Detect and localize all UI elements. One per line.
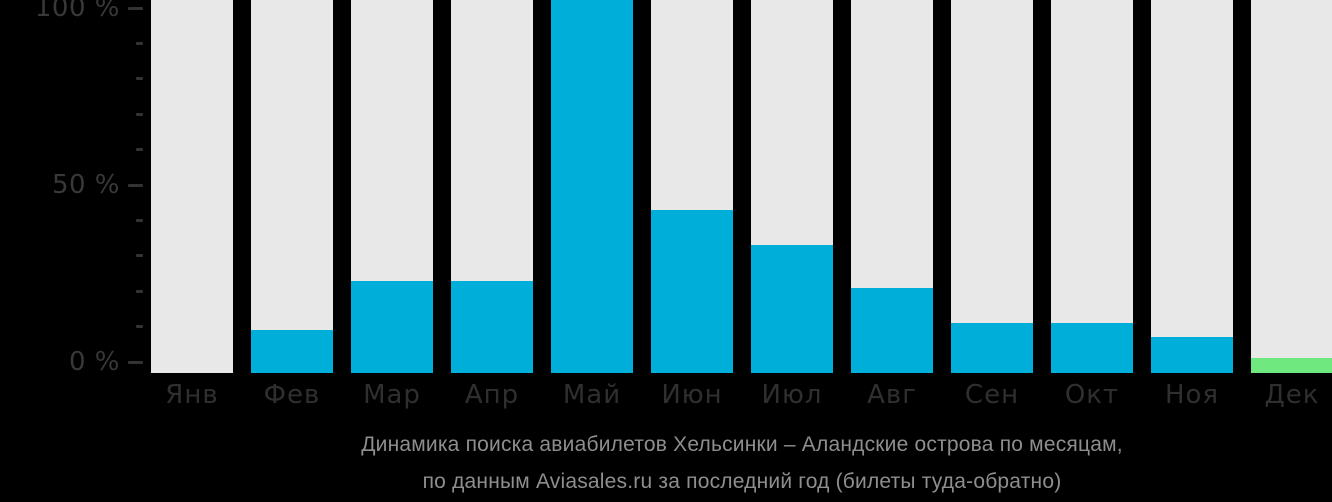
chart-caption: Динамика поиска авиабилетов Хельсинки – … [151,426,1332,500]
bar-fill-sep [951,323,1033,373]
y-tick-70-minor [136,112,143,116]
bar-fill-aug [851,288,933,373]
y-tick-100-major [128,6,143,10]
x-label-jan: Янв [165,380,219,410]
x-label-feb: Фев [263,380,321,410]
bar-column-may [551,0,633,373]
x-label-jun: Июн [661,380,723,410]
x-label-mar: Мар [363,380,421,410]
bar-column-aug [851,0,933,373]
x-label-jul: Июл [761,380,823,410]
bar-fill-jul [751,245,833,373]
x-label-apr: Апр [464,380,520,410]
bar-fill-jun [651,210,733,373]
y-tick-label-50: 50 % [51,170,120,200]
bar-fill-dec [1251,358,1332,373]
bar-fill-may [551,0,633,373]
y-tick-50-major [128,183,143,187]
x-axis-labels: Янв Фев Мар Апр Май Июн Июл Авг Сен Окт Ноя Дек [151,381,1332,411]
bar-column-jul [751,0,833,373]
bar-column-jan [151,0,233,373]
y-tick-label-0: 0 % [68,347,120,377]
y-tick-20-minor [136,289,143,293]
bar-fill-apr [451,281,533,373]
y-tick-90-minor [136,41,143,45]
bar-fill-oct [1051,323,1133,373]
y-tick-label-100: 100 % [34,0,120,23]
y-tick-40-minor [136,218,143,222]
y-tick-60-minor [136,148,143,152]
y-tick-0-major [128,360,143,364]
x-label-aug: Авг [867,380,917,410]
bar-column-sep [951,0,1033,373]
bar-column-dec [1251,0,1332,373]
caption-line-1: Динамика поиска авиабилетов Хельсинки – … [361,433,1123,456]
bar-column-feb [251,0,333,373]
plot-area [151,0,1332,373]
bar-column-oct [1051,0,1133,373]
bar-column-nov [1151,0,1233,373]
bar-column-apr [451,0,533,373]
bar-column-mar [351,0,433,373]
x-label-oct: Окт [1064,380,1120,410]
y-tick-10-minor [136,325,143,329]
bar-fill-mar [351,281,433,373]
x-label-nov: Ноя [1164,380,1220,410]
bar-fill-feb [251,330,333,373]
x-label-dec: Дек [1264,380,1320,410]
bar-column-jun [651,0,733,373]
bar-fill-nov [1151,337,1233,373]
y-tick-80-minor [136,77,143,81]
x-label-may: Май [562,380,622,410]
caption-line-2: по данным Aviasales.ru за последний год … [422,470,1062,493]
x-label-sep: Сен [964,380,1020,410]
y-tick-30-minor [136,254,143,258]
y-axis: 100 % 50 % 0 % [0,0,151,380]
